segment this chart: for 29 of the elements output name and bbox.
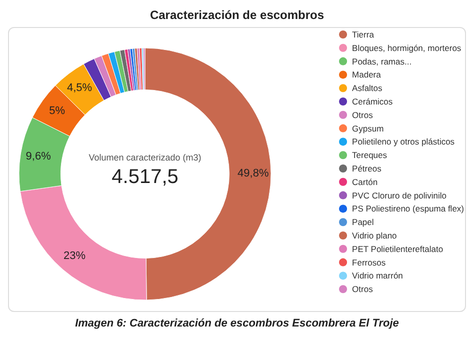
- legend-label: Tierra: [352, 30, 374, 40]
- chart-title: Caracterización de escombros: [150, 8, 324, 22]
- data-label: 23%: [64, 250, 86, 262]
- legend-label: Cerámicos: [352, 96, 393, 106]
- text: Imagen 6: Caracterización de escombros Escombrera El Troje: [75, 318, 399, 330]
- legend-label: Madera: [352, 70, 382, 80]
- data-label: 4,5%: [67, 82, 92, 94]
- text: 4.517,5: [112, 166, 178, 188]
- legend-label: Ferrosos: [352, 257, 386, 268]
- data-label: 9,6%: [26, 150, 52, 162]
- legend-label: PS Poliestireno (espuma flex): [352, 204, 464, 214]
- legend-label: Podas, ramas...: [352, 56, 412, 66]
- legend-label: Bloques, hormigón, morteros: [352, 42, 462, 53]
- legend-label: Vidrio plano: [352, 230, 398, 240]
- legend-label: PET Polietilentereftalato: [352, 244, 444, 254]
- legend-label: Otros: [352, 110, 373, 120]
- data-label: 49,8%: [238, 167, 269, 180]
- data-label: 5%: [49, 104, 66, 117]
- legend-label: Papel: [352, 217, 374, 228]
- legend-label: Tereques: [352, 150, 388, 160]
- legend-label: Gypsum: [352, 123, 384, 134]
- text: Volumen caracterizado (m3): [88, 152, 202, 162]
- legend-label: Otros: [352, 284, 373, 294]
- legend-label: Vidrio marrón: [352, 270, 404, 281]
- legend-label: Pétreos: [352, 164, 382, 174]
- legend-label: PVC Cloruro de polivinilo: [352, 190, 447, 200]
- legend-label: Asfaltos: [352, 83, 382, 94]
- legend-label: Polietileno y otros plásticos: [352, 136, 455, 147]
- legend-label: Cartón: [352, 176, 378, 187]
